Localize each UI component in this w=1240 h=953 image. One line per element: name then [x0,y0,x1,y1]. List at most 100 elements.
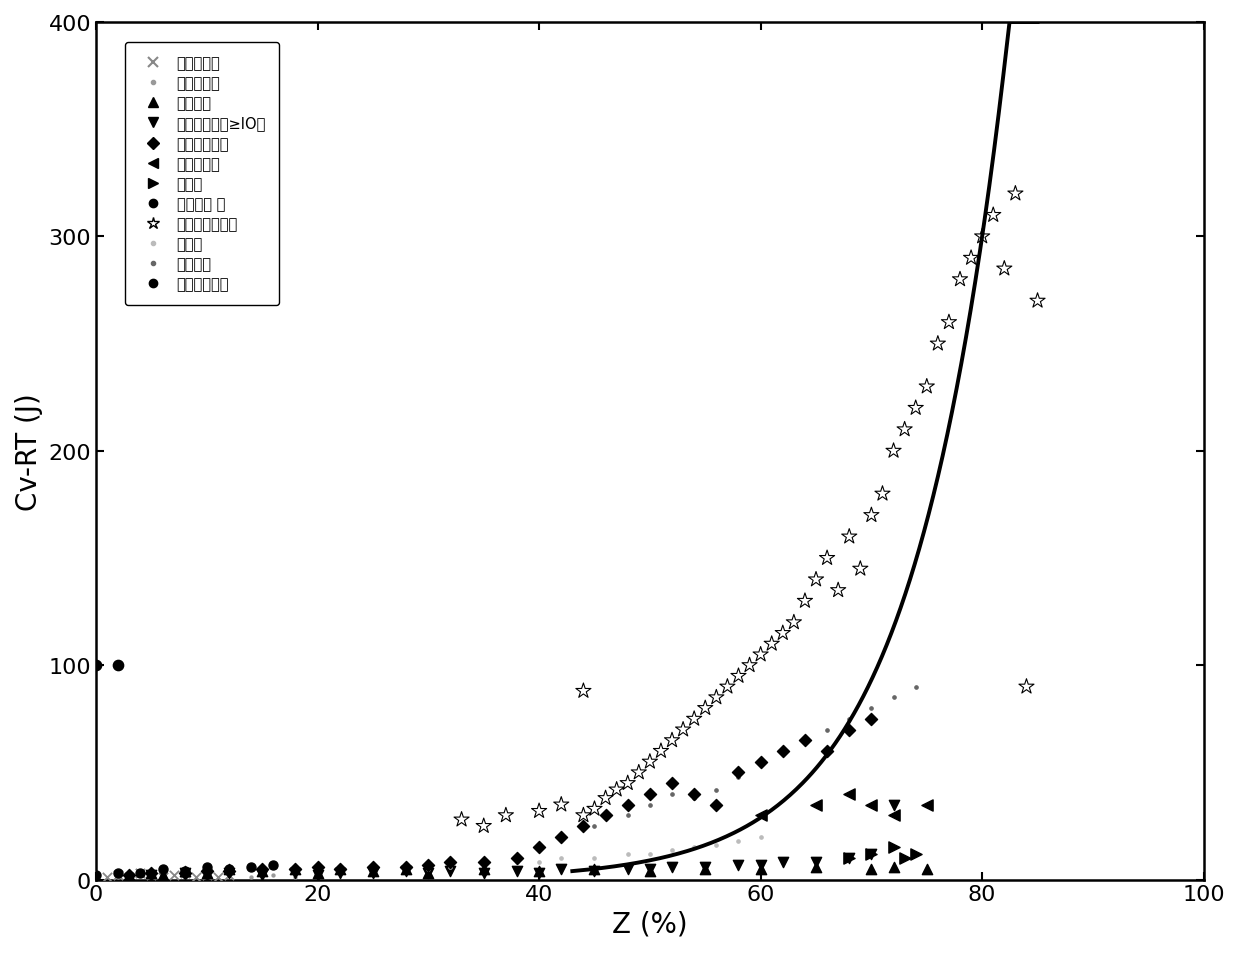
Point [806,860,826,875]
Point [905,401,925,416]
Point [119,868,139,883]
Point [839,786,859,801]
Point [219,868,239,883]
Point [573,683,593,699]
Point [397,863,417,879]
Y-axis label: Cv-RT (J): Cv-RT (J) [15,393,43,510]
Point [263,868,283,883]
Point [130,868,150,883]
Point [584,819,604,834]
Point [141,865,161,881]
Point [584,863,604,879]
Point [961,251,981,266]
Point [905,846,925,862]
Point [197,870,217,885]
Point [839,851,859,866]
Point [750,808,770,823]
Point [330,862,350,877]
Point [552,862,572,877]
Point [108,868,128,883]
Point [474,855,494,870]
Point [618,776,637,791]
Point [186,870,206,885]
X-axis label: Z (%): Z (%) [613,910,688,938]
Point [939,315,959,331]
Point [451,812,471,827]
Point [141,865,161,881]
Point [219,863,239,879]
Point [839,711,859,726]
Point [219,868,239,883]
Point [197,860,217,875]
Point [729,834,749,849]
Point [108,658,128,673]
Point [197,868,217,883]
Point [972,230,992,245]
Point [806,797,826,812]
Point [440,860,460,875]
Point [108,870,128,885]
Point [552,829,572,844]
Point [618,846,637,862]
Point [773,626,792,641]
Point [552,851,572,866]
Point [507,863,527,879]
Point [750,754,770,769]
Point [696,862,715,877]
Point [440,855,460,870]
Point [994,262,1014,277]
Point [474,865,494,881]
Point [141,868,161,883]
Point [119,868,139,883]
Point [640,863,660,879]
Point [119,870,139,885]
Point [242,860,262,875]
Point [285,862,305,877]
Point [418,857,438,872]
Point [640,754,660,769]
Point [928,336,947,352]
Point [950,273,970,288]
Point [618,808,637,823]
Point [1017,679,1037,695]
Point [684,786,704,801]
Point [795,594,815,609]
Point [662,842,682,858]
Point [684,791,704,806]
Point [806,572,826,587]
Point [197,863,217,879]
Point [662,786,682,801]
Point [862,846,882,862]
Point [640,862,660,877]
Point [175,863,195,879]
Point [330,865,350,881]
Point [773,743,792,759]
Point [662,733,682,748]
Point [895,851,915,866]
Point [795,733,815,748]
Legend: 沉淠硬化钑, 二次硬化钑, 低合金钑, 热轧直淹钑（≥IO）, 中碳低合金钑, 中碳拒出钑, 齿轮钑, 消大配分 钑, 高强高韧中居钑, 管线钑, 贝氏体钑, : 沉淠硬化钑, 二次硬化钑, 低合金钑, 热轧直淹钑（≥IO）, 中碳低合金钑, … [125,43,279,305]
Point [673,722,693,738]
Point [529,863,549,879]
Point [418,862,438,877]
Point [164,868,184,883]
Point [175,863,195,879]
Point [363,865,383,881]
Point [584,862,604,877]
Point [761,637,781,652]
Point [584,801,604,817]
Point [242,870,262,885]
Point [308,868,327,883]
Point [696,860,715,875]
Point [862,700,882,716]
Point [862,862,882,877]
Point [529,840,549,855]
Point [130,865,150,881]
Point [662,860,682,875]
Point [750,829,770,844]
Point [718,679,738,695]
Point [153,870,172,885]
Point [684,711,704,726]
Point [884,444,904,459]
Point [618,797,637,812]
